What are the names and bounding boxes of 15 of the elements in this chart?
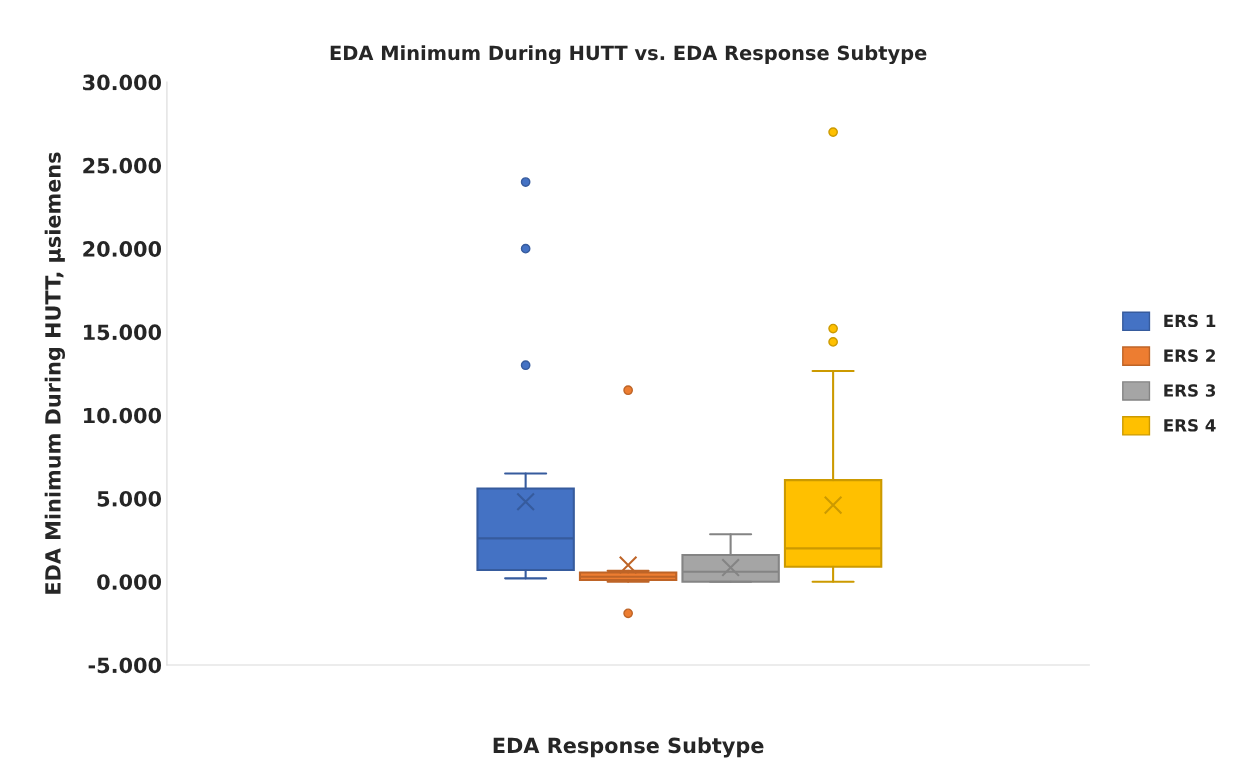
- x-axis-title: EDA Response Subtype: [493, 737, 764, 758]
- y-tick-label: 25.000: [83, 157, 162, 174]
- y-tick-label: 5.000: [97, 490, 162, 507]
- y-tick-label: 0.000: [97, 574, 162, 590]
- y-tick-label: 30.000: [83, 74, 162, 91]
- y-tick-label: 15.000: [84, 324, 162, 341]
- y-tick-label: 20.000: [83, 241, 162, 257]
- y-tick-label: 10.000: [84, 407, 162, 424]
- legend-label: ERS 2: [1164, 349, 1215, 362]
- y-axis-title: EDA Minimum During HUTT, µsiemens: [44, 152, 65, 594]
- chart-title: EDA Minimum During HUTT vs. EDA Response Subtype: [330, 45, 927, 65]
- legend-label: ERS 3: [1164, 384, 1216, 397]
- legend-label: ERS 1: [1164, 314, 1216, 328]
- legend-label: ERS 4: [1164, 419, 1216, 432]
- y-tick-label: -5.000: [88, 657, 162, 674]
